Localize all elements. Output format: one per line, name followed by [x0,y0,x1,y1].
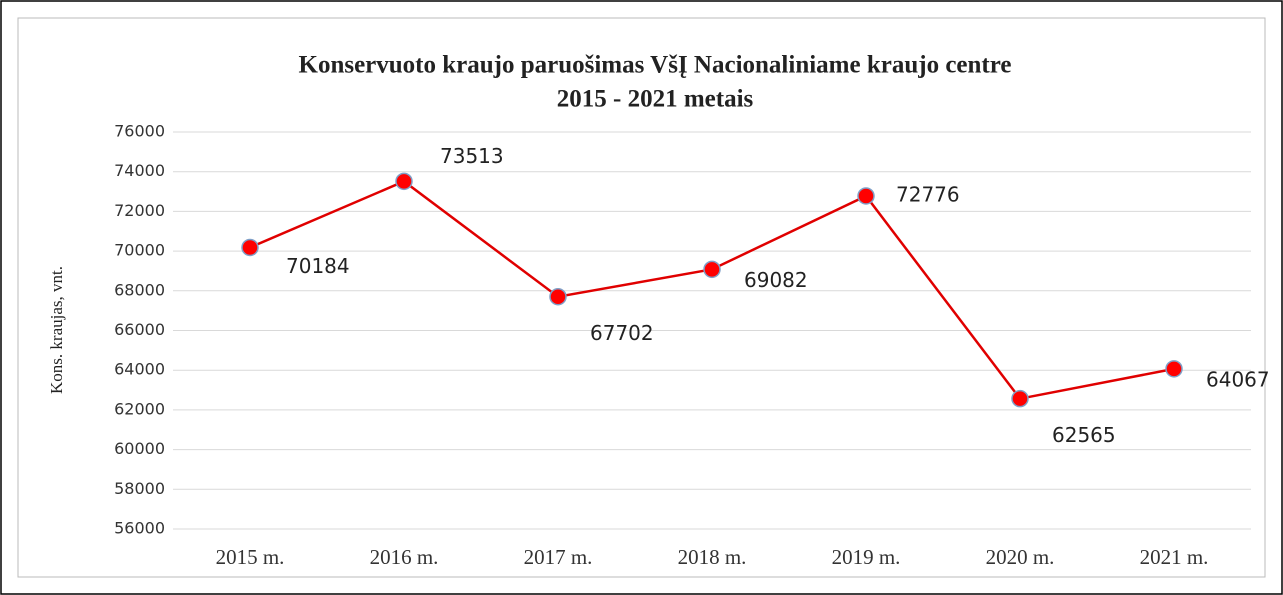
data-label: 69082 [744,268,808,292]
y-tick-label: 62000 [114,399,165,418]
y-tick-label: 76000 [114,122,165,141]
y-tick-label: 58000 [114,479,165,498]
chart-frame [17,17,1266,578]
y-tick-label: 66000 [114,320,165,339]
data-label: 72776 [896,182,960,206]
data-label: 70184 [286,254,350,278]
y-tick-label: 64000 [114,360,165,379]
marker [395,172,413,191]
marker [1011,389,1029,408]
y-tick-label: 56000 [114,519,165,538]
x-tick-label: 2017 m. [524,545,593,569]
chart-title: 2015 - 2021 metais [557,86,754,113]
marker [857,187,875,205]
line [249,179,1175,401]
data-label: 64067 [1206,367,1270,391]
marker [1165,360,1183,378]
y-tick-label: 60000 [114,439,165,458]
x-tick-label: 2016 m. [370,545,439,569]
y-axis-label: Kons. kraujas, vnt. [47,266,66,394]
x-tick-label: 2018 m. [678,545,747,569]
y-tick-label: 74000 [114,161,165,180]
x-tick-label: 2020 m. [986,545,1055,569]
data-label: 62565 [1052,423,1116,447]
y-tick-label: 68000 [114,280,165,299]
marker [241,238,259,257]
chart-title: Konservuoto kraujo paruošimas VšĮ Nacion… [299,52,1012,79]
x-tick-label: 2019 m. [832,545,901,569]
data-label: 67702 [590,321,654,345]
marker [703,260,721,279]
x-tick-label: 2015 m. [216,545,285,569]
data-label: 73513 [440,144,504,168]
marker [549,287,567,306]
x-tick-label: 2021 m. [1140,545,1209,569]
y-tick-label: 72000 [114,201,165,220]
y-tick-label: 70000 [114,241,165,260]
